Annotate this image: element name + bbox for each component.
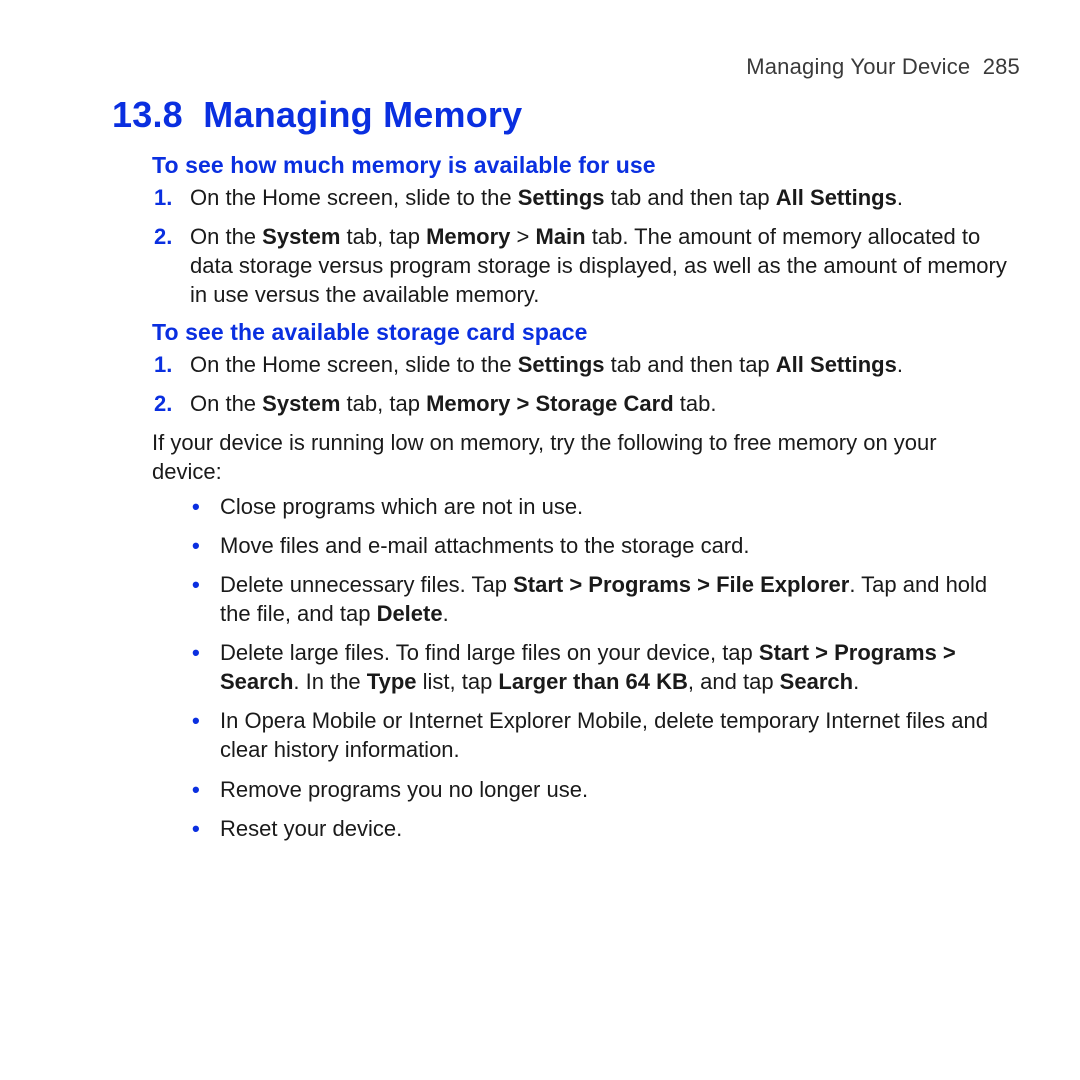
page-number: 285 — [983, 54, 1020, 79]
step-text: On the Home screen, slide to the — [190, 352, 518, 377]
list-item: Move files and e-mail attachments to the… — [220, 531, 1010, 560]
step-item: On the System tab, tap Memory > Main tab… — [190, 222, 1020, 309]
list-item: Remove programs you no longer use. — [220, 775, 1010, 804]
running-head: Managing Your Device 285 — [112, 54, 1020, 80]
bold-text: Settings — [518, 352, 605, 377]
bold-text: Search — [780, 669, 853, 694]
steps-memory-available: On the Home screen, slide to the Setting… — [152, 183, 1020, 309]
list-item: Close programs which are not in use. — [220, 492, 1010, 521]
bold-text: Type — [367, 669, 417, 694]
list-text: , and tap — [688, 669, 780, 694]
bold-text: Delete — [377, 601, 443, 626]
list-text: list, tap — [417, 669, 499, 694]
free-memory-list: Close programs which are not in use. Mov… — [184, 492, 1020, 842]
subheading-memory-available: To see how much memory is available for … — [152, 152, 1020, 179]
step-text: > — [510, 224, 535, 249]
step-text: On the Home screen, slide to the — [190, 185, 518, 210]
bold-text: Main — [536, 224, 586, 249]
step-item: On the Home screen, slide to the Setting… — [190, 183, 1020, 212]
bold-text: Larger than 64 KB — [498, 669, 688, 694]
step-item: On the Home screen, slide to the Setting… — [190, 350, 1020, 379]
free-memory-intro: If your device is running low on memory,… — [152, 428, 982, 486]
section-name: Managing Memory — [203, 94, 522, 135]
step-item: On the System tab, tap Memory > Storage … — [190, 389, 1020, 418]
bold-text: System — [262, 224, 340, 249]
step-text: . — [897, 352, 903, 377]
list-text: . — [443, 601, 449, 626]
bold-text: Memory > Storage Card — [426, 391, 674, 416]
subheading-storage-card: To see the available storage card space — [152, 319, 1020, 346]
bold-text: System — [262, 391, 340, 416]
bold-text: Settings — [518, 185, 605, 210]
list-item: Delete large files. To find large files … — [220, 638, 1010, 696]
step-text: . — [897, 185, 903, 210]
step-text: tab. — [674, 391, 717, 416]
bold-text: Memory — [426, 224, 510, 249]
step-text: On the — [190, 391, 262, 416]
list-text: Delete unnecessary files. Tap — [220, 572, 513, 597]
step-text: tab and then tap — [605, 352, 776, 377]
steps-storage-card: On the Home screen, slide to the Setting… — [152, 350, 1020, 418]
bold-text: All Settings — [776, 185, 897, 210]
running-title: Managing Your Device — [746, 54, 970, 79]
section-title: 13.8 Managing Memory — [112, 94, 1020, 136]
list-item: In Opera Mobile or Internet Explorer Mob… — [220, 706, 1010, 764]
list-item: Reset your device. — [220, 814, 1010, 843]
step-text: tab and then tap — [605, 185, 776, 210]
bold-text: Start > Programs > File Explorer — [513, 572, 849, 597]
step-text: On the — [190, 224, 262, 249]
list-text: . In the — [293, 669, 366, 694]
list-text: Delete large files. To find large files … — [220, 640, 759, 665]
step-text: tab, tap — [340, 224, 426, 249]
bold-text: All Settings — [776, 352, 897, 377]
list-item: Delete unnecessary files. Tap Start > Pr… — [220, 570, 1010, 628]
manual-page: Managing Your Device 285 13.8 Managing M… — [0, 0, 1080, 1080]
step-text: tab, tap — [340, 391, 426, 416]
list-text: . — [853, 669, 859, 694]
section-number: 13.8 — [112, 94, 183, 135]
